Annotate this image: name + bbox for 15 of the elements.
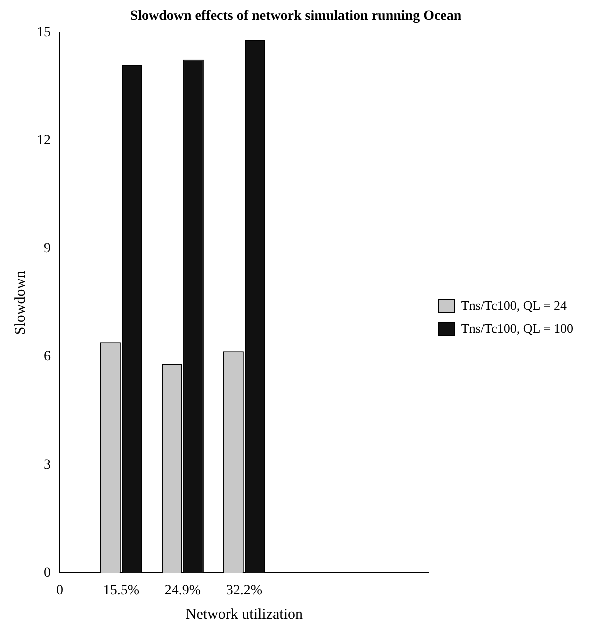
y-tick-label: 6 <box>44 350 51 365</box>
x-tick-label: 24.9% <box>164 583 202 598</box>
x-axis-title: Network utilization <box>186 606 304 623</box>
y-tick-label: 9 <box>44 242 51 257</box>
y-tick-label: 0 <box>44 566 51 581</box>
x-tick-label: 0 <box>56 583 64 598</box>
x-tick-label: 15.5% <box>103 583 140 598</box>
chart-title: Slowdown effects of network simulation running Ocean <box>130 9 462 24</box>
y-tick-label: 15 <box>37 25 51 40</box>
y-axis-title: Slowdown <box>12 270 29 336</box>
legend-label: Tns/Tc100, QL = 100 <box>461 320 574 336</box>
legend-label: Tns/Tc100, QL = 24 <box>461 298 568 313</box>
y-tick-label: 3 <box>44 458 51 473</box>
y-tick-label: 12 <box>37 134 51 149</box>
x-tick-label: 32.2% <box>226 583 263 598</box>
